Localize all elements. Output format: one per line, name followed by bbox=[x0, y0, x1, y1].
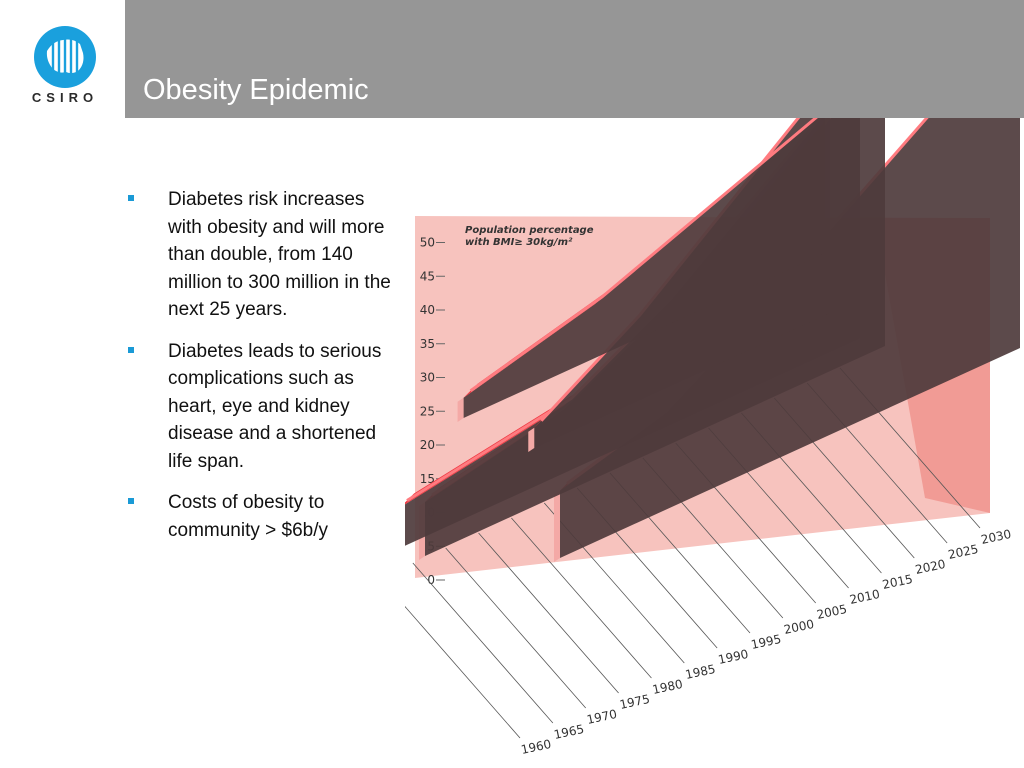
bullet-list: Diabetes risk increases with obesity and… bbox=[128, 186, 403, 558]
logo-text: CSIRO bbox=[31, 90, 99, 105]
bullet-text: Diabetes leads to serious complications … bbox=[168, 340, 382, 472]
x-tick-label: 2005 bbox=[815, 602, 848, 622]
x-tick-label: 2030 bbox=[980, 527, 1013, 547]
y-tick-label: 20 bbox=[420, 438, 435, 452]
x-tick-label: 1985 bbox=[684, 662, 717, 682]
x-tick-label: 2000 bbox=[783, 617, 816, 637]
x-tick-label: 1990 bbox=[717, 647, 750, 667]
obesity-chart: 05101520253035404550Population percentag… bbox=[405, 118, 1024, 768]
x-tick-label: 1965 bbox=[553, 722, 586, 742]
y-tick-label: 25 bbox=[420, 404, 435, 418]
floor-grid-line bbox=[412, 562, 554, 724]
y-tick-label: 0 bbox=[427, 573, 435, 587]
csiro-logo-icon bbox=[34, 26, 96, 88]
bullet-text: Diabetes risk increases with obesity and… bbox=[168, 189, 391, 320]
series-edge-mauritius bbox=[528, 427, 535, 452]
series-edge-usa bbox=[554, 490, 560, 562]
y-tick-label: 30 bbox=[420, 371, 435, 385]
x-tick-label: 2010 bbox=[848, 587, 881, 607]
bullet-text: Costs of obesity to community > $6b/y bbox=[168, 492, 328, 541]
y-tick-label: 15 bbox=[420, 472, 435, 486]
floor-grid-line bbox=[405, 605, 521, 739]
title-bar: Obesity Epidemic bbox=[125, 0, 1024, 118]
y-tick-label: 45 bbox=[420, 269, 435, 283]
bullet-item: Diabetes risk increases with obesity and… bbox=[128, 186, 403, 324]
bullet-marker-icon bbox=[128, 195, 134, 201]
slide-title: Obesity Epidemic bbox=[143, 74, 369, 106]
x-tick-label: 1975 bbox=[618, 692, 651, 712]
chart-title-line1: Population percentage bbox=[465, 225, 594, 236]
series-edge-brazil bbox=[457, 397, 464, 422]
x-tick-label: 2025 bbox=[947, 542, 980, 562]
x-tick-label: 1980 bbox=[651, 677, 684, 697]
x-tick-label: 1970 bbox=[585, 707, 618, 727]
logo-area: CSIRO bbox=[0, 0, 125, 118]
y-tick-label: 40 bbox=[420, 303, 435, 317]
bullet-item: Costs of obesity to community > $6b/y bbox=[128, 489, 403, 544]
floor-grid-line bbox=[511, 517, 652, 679]
series-face-brazil bbox=[463, 118, 825, 418]
x-tick-label: 1995 bbox=[750, 632, 783, 652]
bullet-marker-icon bbox=[128, 498, 134, 504]
y-tick-label: 50 bbox=[420, 236, 435, 250]
floor-grid-line bbox=[478, 532, 619, 694]
x-tick-label: 2015 bbox=[881, 572, 914, 592]
x-tick-label: 2020 bbox=[914, 557, 947, 577]
x-tick-label: 1960 bbox=[520, 737, 553, 757]
chart-svg: 05101520253035404550Population percentag… bbox=[405, 118, 1020, 757]
series-highlight-brazil bbox=[469, 118, 818, 392]
chart-title-line2: with BMI≥ 30kg/m² bbox=[465, 237, 573, 248]
floor-grid-line bbox=[445, 547, 587, 709]
bullet-marker-icon bbox=[128, 346, 134, 353]
y-tick-label: 35 bbox=[420, 337, 435, 351]
bullet-item: Diabetes leads to serious complications … bbox=[128, 338, 403, 476]
